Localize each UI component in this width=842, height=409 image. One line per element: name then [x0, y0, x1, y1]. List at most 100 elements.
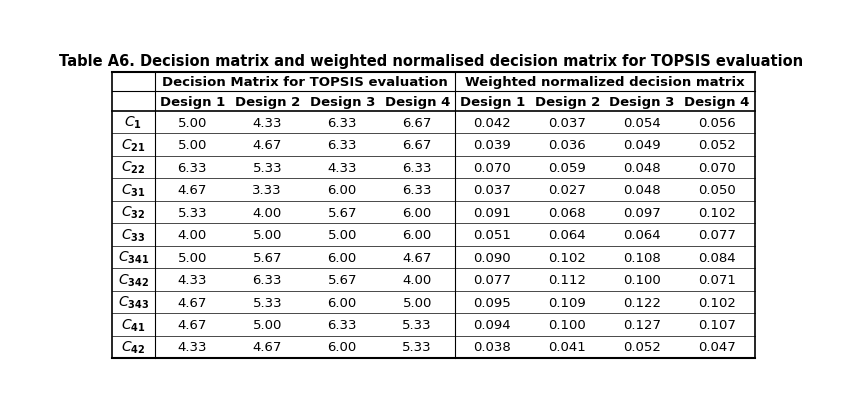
Text: 4.00: 4.00 — [253, 206, 282, 219]
Text: $\mathbf{\mathit{C}}_\mathbf{1}$: $\mathbf{\mathit{C}}_\mathbf{1}$ — [125, 115, 142, 131]
Text: 0.041: 0.041 — [548, 341, 586, 354]
Text: 0.050: 0.050 — [698, 184, 736, 197]
Text: 0.054: 0.054 — [623, 117, 661, 129]
Text: $\mathbf{\mathit{C}}_{\mathbf{341}}$: $\mathbf{\mathit{C}}_{\mathbf{341}}$ — [118, 249, 149, 265]
Text: 5.00: 5.00 — [178, 251, 207, 264]
Text: 0.048: 0.048 — [623, 161, 661, 174]
Text: 0.070: 0.070 — [698, 161, 736, 174]
Text: 0.056: 0.056 — [698, 117, 736, 129]
Text: 6.00: 6.00 — [328, 184, 357, 197]
Text: 0.107: 0.107 — [698, 318, 736, 331]
Text: Design 2: Design 2 — [235, 96, 300, 108]
Text: 5.33: 5.33 — [253, 296, 282, 309]
Text: 0.049: 0.049 — [623, 139, 661, 152]
Text: 4.33: 4.33 — [178, 341, 207, 354]
Text: 6.33: 6.33 — [402, 184, 432, 197]
Text: 0.071: 0.071 — [698, 273, 736, 286]
Text: 0.097: 0.097 — [623, 206, 661, 219]
Text: 0.038: 0.038 — [473, 341, 511, 354]
Text: Design 3: Design 3 — [610, 96, 674, 108]
Text: 6.67: 6.67 — [402, 117, 432, 129]
Text: 6.33: 6.33 — [328, 318, 357, 331]
Text: 6.67: 6.67 — [402, 139, 432, 152]
Text: 4.33: 4.33 — [178, 273, 207, 286]
Text: $\mathbf{\mathit{C}}_{\mathbf{32}}$: $\mathbf{\mathit{C}}_{\mathbf{32}}$ — [121, 204, 146, 221]
Text: $\mathbf{\mathit{C}}_{\mathbf{22}}$: $\mathbf{\mathit{C}}_{\mathbf{22}}$ — [121, 160, 146, 176]
Text: Table A6. Decision matrix and weighted normalised decision matrix for TOPSIS eva: Table A6. Decision matrix and weighted n… — [60, 54, 803, 69]
Text: $\mathbf{\mathit{C}}_{\mathbf{33}}$: $\mathbf{\mathit{C}}_{\mathbf{33}}$ — [121, 227, 146, 243]
Text: $\mathbf{\mathit{C}}_{\mathbf{41}}$: $\mathbf{\mathit{C}}_{\mathbf{41}}$ — [121, 317, 146, 333]
Text: 0.094: 0.094 — [473, 318, 511, 331]
Text: $\mathbf{\mathit{C}}_{\mathbf{343}}$: $\mathbf{\mathit{C}}_{\mathbf{343}}$ — [118, 294, 149, 310]
Text: 5.67: 5.67 — [253, 251, 282, 264]
Text: 5.33: 5.33 — [402, 318, 432, 331]
Text: 0.102: 0.102 — [698, 206, 736, 219]
Text: 0.052: 0.052 — [698, 139, 736, 152]
Text: 0.108: 0.108 — [623, 251, 661, 264]
Text: 5.33: 5.33 — [402, 341, 432, 354]
Text: 4.67: 4.67 — [178, 184, 207, 197]
Text: 4.33: 4.33 — [253, 117, 282, 129]
Text: 0.036: 0.036 — [548, 139, 586, 152]
Text: 5.00: 5.00 — [178, 139, 207, 152]
Text: $\mathbf{\mathit{C}}_{\mathbf{42}}$: $\mathbf{\mathit{C}}_{\mathbf{42}}$ — [121, 339, 146, 355]
Text: 6.00: 6.00 — [328, 341, 357, 354]
Text: 6.00: 6.00 — [402, 206, 432, 219]
Text: $\mathbf{\mathit{C}}_{\mathbf{342}}$: $\mathbf{\mathit{C}}_{\mathbf{342}}$ — [118, 272, 149, 288]
Text: 0.084: 0.084 — [698, 251, 736, 264]
Text: 0.048: 0.048 — [623, 184, 661, 197]
Text: 0.095: 0.095 — [473, 296, 511, 309]
Text: 5.00: 5.00 — [402, 296, 432, 309]
Text: 3.33: 3.33 — [253, 184, 282, 197]
Text: 5.33: 5.33 — [253, 161, 282, 174]
Text: 4.67: 4.67 — [253, 139, 282, 152]
Text: 5.67: 5.67 — [328, 206, 357, 219]
Text: Design 3: Design 3 — [310, 96, 375, 108]
Text: Design 2: Design 2 — [535, 96, 600, 108]
Text: 0.077: 0.077 — [698, 229, 736, 242]
Text: 0.037: 0.037 — [548, 117, 586, 129]
Text: 0.064: 0.064 — [623, 229, 661, 242]
Text: 0.112: 0.112 — [548, 273, 586, 286]
Text: 5.00: 5.00 — [328, 229, 357, 242]
Text: 5.33: 5.33 — [178, 206, 207, 219]
Text: 0.064: 0.064 — [548, 229, 586, 242]
Text: 4.00: 4.00 — [402, 273, 432, 286]
Text: 0.127: 0.127 — [623, 318, 661, 331]
Text: 0.077: 0.077 — [473, 273, 511, 286]
Text: Weighted normalized decision matrix: Weighted normalized decision matrix — [465, 76, 744, 89]
Text: 0.051: 0.051 — [473, 229, 511, 242]
Text: 0.039: 0.039 — [473, 139, 511, 152]
Text: 4.67: 4.67 — [253, 341, 282, 354]
Text: 6.00: 6.00 — [328, 296, 357, 309]
Text: 0.037: 0.037 — [473, 184, 511, 197]
Text: 0.047: 0.047 — [698, 341, 736, 354]
Text: 4.00: 4.00 — [178, 229, 207, 242]
Text: 4.67: 4.67 — [402, 251, 432, 264]
Text: Decision Matrix for TOPSIS evaluation: Decision Matrix for TOPSIS evaluation — [162, 76, 448, 89]
Text: Design 1: Design 1 — [160, 96, 225, 108]
Text: 5.00: 5.00 — [253, 318, 282, 331]
Text: 6.33: 6.33 — [328, 117, 357, 129]
Text: Design 1: Design 1 — [460, 96, 525, 108]
Text: 6.33: 6.33 — [253, 273, 282, 286]
Text: 5.00: 5.00 — [178, 117, 207, 129]
Text: $\mathbf{\mathit{C}}_{\mathbf{31}}$: $\mathbf{\mathit{C}}_{\mathbf{31}}$ — [121, 182, 146, 198]
Text: 6.33: 6.33 — [178, 161, 207, 174]
Text: 0.068: 0.068 — [548, 206, 586, 219]
Text: 0.102: 0.102 — [698, 296, 736, 309]
Text: 0.109: 0.109 — [548, 296, 586, 309]
Text: 0.102: 0.102 — [548, 251, 586, 264]
Text: 5.67: 5.67 — [328, 273, 357, 286]
Text: Design 4: Design 4 — [685, 96, 749, 108]
Text: 0.091: 0.091 — [473, 206, 511, 219]
Text: 0.122: 0.122 — [623, 296, 661, 309]
Text: 4.67: 4.67 — [178, 296, 207, 309]
Text: 6.00: 6.00 — [328, 251, 357, 264]
Text: $\mathbf{\mathit{C}}_{\mathbf{21}}$: $\mathbf{\mathit{C}}_{\mathbf{21}}$ — [121, 137, 146, 153]
Text: 0.059: 0.059 — [548, 161, 586, 174]
Text: 4.33: 4.33 — [328, 161, 357, 174]
Text: 4.67: 4.67 — [178, 318, 207, 331]
Text: Design 4: Design 4 — [385, 96, 450, 108]
Text: 6.00: 6.00 — [402, 229, 432, 242]
